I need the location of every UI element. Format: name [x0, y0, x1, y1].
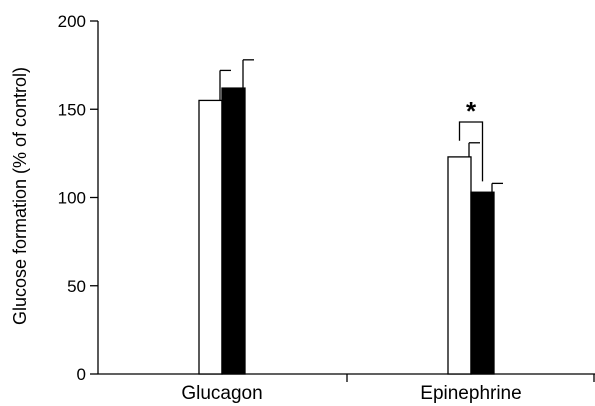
y-axis-title: Glucose formation (% of control) — [10, 67, 30, 325]
bar — [447, 156, 472, 375]
annotations: * — [458, 96, 484, 182]
bar — [470, 191, 495, 375]
bar — [198, 99, 223, 375]
bars — [198, 59, 503, 375]
x-category-label: Glucagon — [181, 383, 262, 404]
y-tick-label: 50 — [67, 277, 86, 296]
x-axis: Glucagon Epinephrine — [98, 373, 595, 404]
y-axis: 0 50 100 150 200 — [58, 12, 99, 384]
bar — [221, 87, 246, 375]
x-category-label: Epinephrine — [420, 383, 521, 404]
y-tick-label: 200 — [58, 12, 86, 31]
y-tick-label: 100 — [58, 189, 86, 208]
y-tick-label: 0 — [77, 365, 86, 384]
significance-bracket — [458, 121, 484, 182]
significance-marker: * — [466, 96, 477, 126]
y-tick-label: 150 — [58, 100, 86, 119]
